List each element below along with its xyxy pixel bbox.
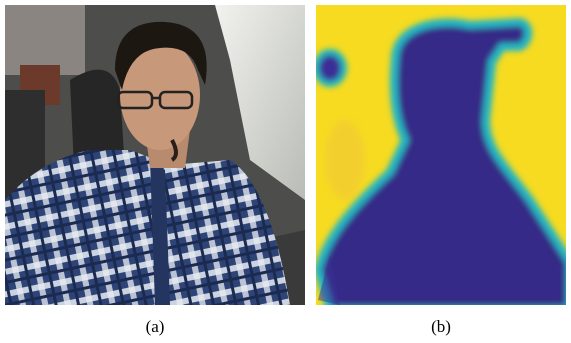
segmentation-map — [316, 5, 570, 310]
caption: (b) — [431, 317, 451, 336]
caption: (a) — [146, 317, 165, 336]
figure: (a) (b) — [0, 0, 571, 343]
photo — [5, 5, 305, 305]
